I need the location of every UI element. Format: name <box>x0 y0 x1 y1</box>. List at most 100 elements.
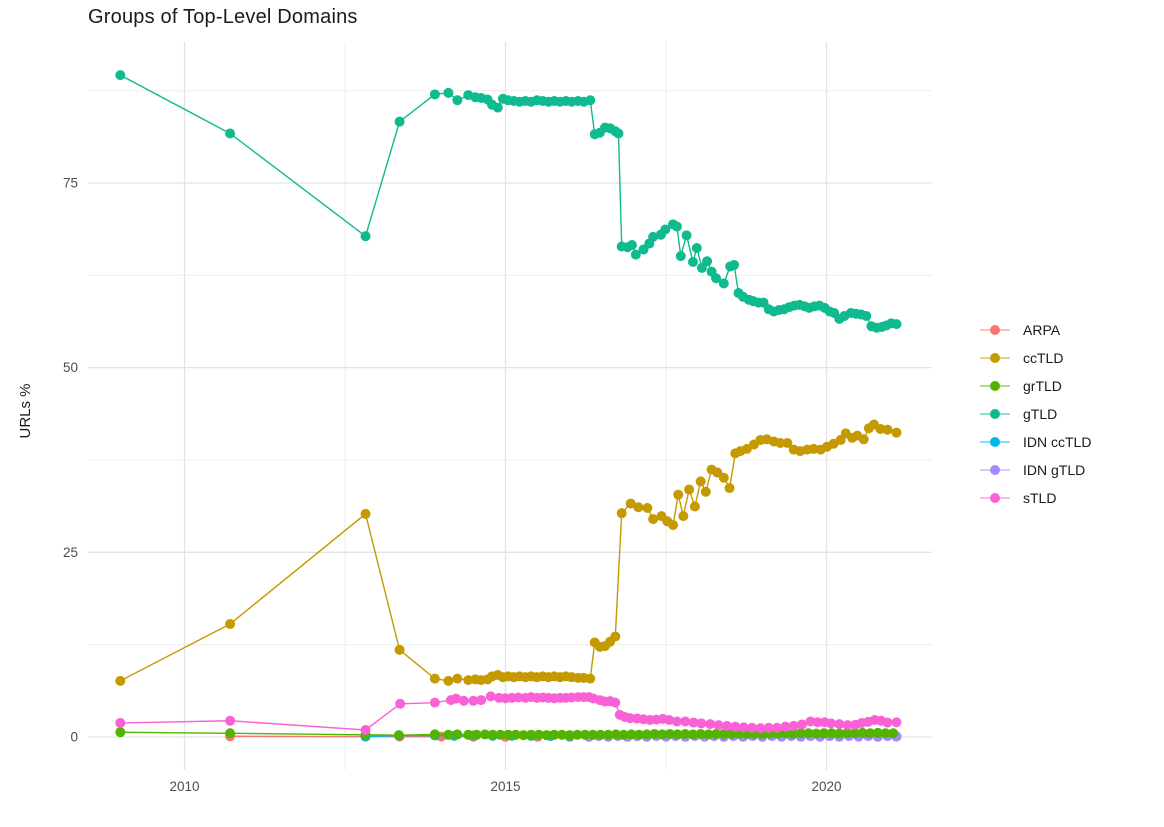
x-tick-label: 2020 <box>811 779 841 794</box>
y-tick-label: 25 <box>63 545 78 560</box>
data-point <box>526 729 537 740</box>
data-point <box>721 720 732 731</box>
data-point <box>452 729 463 740</box>
data-point <box>468 695 479 706</box>
data-point <box>625 713 636 724</box>
legend-key-icon <box>980 352 1010 363</box>
legend-label: IDN ccTLD <box>1023 433 1092 450</box>
data-point <box>680 716 691 727</box>
legend-label: ARPA <box>1023 321 1061 338</box>
data-point <box>642 503 653 514</box>
data-point <box>826 728 837 739</box>
data-point <box>625 498 636 509</box>
data-point <box>485 691 496 702</box>
data-point <box>882 717 893 728</box>
data-point <box>703 729 714 740</box>
data-point <box>572 729 583 740</box>
data-point <box>648 514 659 525</box>
data-point <box>225 618 236 629</box>
data-point <box>225 128 236 139</box>
legend-key-icon <box>980 464 1010 475</box>
data-point <box>834 719 845 730</box>
data-point <box>360 724 371 735</box>
y-tick-label: 50 <box>63 360 78 375</box>
data-point <box>713 720 724 731</box>
data-point <box>763 722 774 733</box>
data-point <box>626 240 637 251</box>
data-point <box>811 728 822 739</box>
data-point <box>718 729 729 740</box>
data-point <box>688 717 699 728</box>
legend-key-icon <box>980 408 1010 419</box>
data-point <box>452 95 463 106</box>
data-point <box>225 715 236 726</box>
legend-label: gTLD <box>1023 405 1058 422</box>
data-point <box>495 729 506 740</box>
legend-label: grTLD <box>1023 377 1062 394</box>
legend-key-dot <box>990 408 1000 419</box>
data-point <box>695 476 706 487</box>
axis-tick-labels: 2010 2015 2020 0 25 50 75 <box>63 175 842 794</box>
data-point <box>818 728 829 739</box>
data-point <box>861 310 872 321</box>
chart-title: Groups of Top-Level Domains <box>88 6 358 28</box>
gridlines <box>88 42 932 770</box>
legend-key-dot <box>990 492 1000 503</box>
data-point <box>633 502 644 513</box>
data-point <box>702 256 713 267</box>
data-point <box>675 251 686 262</box>
data-point <box>660 224 671 235</box>
data-point <box>668 519 679 530</box>
data-point <box>705 719 716 730</box>
data-point <box>700 486 711 497</box>
data-point <box>610 697 621 708</box>
legend-label: IDN gTLD <box>1023 461 1086 478</box>
data-point <box>616 508 627 519</box>
data-point <box>595 729 606 740</box>
data-point <box>695 729 706 740</box>
data-point <box>471 729 482 740</box>
data-point <box>755 723 766 734</box>
data-point <box>395 698 406 709</box>
legend-key-icon <box>980 492 1010 503</box>
data-point <box>711 729 722 740</box>
data-point <box>782 437 793 448</box>
data-point <box>880 728 891 739</box>
data-point <box>842 728 853 739</box>
data-point <box>479 729 490 740</box>
data-point <box>115 675 126 686</box>
legend-key-dot <box>990 324 1000 335</box>
data-point <box>671 221 682 232</box>
y-tick-label: 75 <box>63 175 78 190</box>
data-point <box>476 695 487 706</box>
data-point <box>803 728 814 739</box>
legend-key-dot <box>990 464 1000 475</box>
legend-entry-gtld: gTLD <box>979 405 1091 422</box>
data-point <box>718 472 729 483</box>
data-point <box>788 728 799 739</box>
data-point <box>580 729 591 740</box>
data-point <box>463 729 474 740</box>
data-point <box>689 501 700 512</box>
series-layer <box>115 70 902 742</box>
data-point <box>587 729 598 740</box>
data-point <box>687 257 698 268</box>
data-point <box>429 729 440 740</box>
data-point <box>891 717 902 728</box>
data-point <box>664 715 675 726</box>
legend-entry-arpa: ARPA <box>979 321 1091 338</box>
data-point <box>618 729 629 740</box>
series-cctld <box>115 419 902 686</box>
data-point <box>772 722 783 733</box>
data-point <box>825 718 836 729</box>
data-point <box>648 231 659 242</box>
data-point <box>115 717 126 728</box>
data-point <box>664 729 675 740</box>
data-point <box>556 729 567 740</box>
data-point <box>788 720 799 731</box>
data-point <box>795 728 806 739</box>
legend-key-icon <box>980 436 1010 447</box>
legend-label: ccTLD <box>1023 349 1064 366</box>
data-point <box>585 95 596 106</box>
